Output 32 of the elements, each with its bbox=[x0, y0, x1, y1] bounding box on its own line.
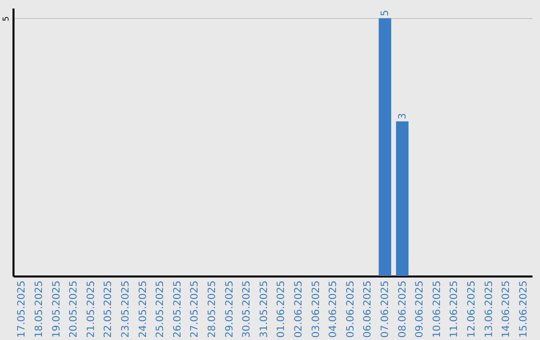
x-tick-label: 27.05.2025 bbox=[190, 280, 201, 338]
x-tick-label: 10.06.2025 bbox=[432, 280, 443, 338]
x-tick-label: 21.05.2025 bbox=[86, 280, 97, 338]
x-tick-label: 14.06.2025 bbox=[501, 280, 512, 338]
x-tick-label: 03.06.2025 bbox=[310, 280, 322, 338]
x-tick-label: 24.05.2025 bbox=[138, 280, 149, 338]
x-tick-label: 12.06.2025 bbox=[466, 280, 478, 338]
x-tick-label: 26.05.2025 bbox=[172, 280, 184, 338]
x-tick-label: 09.06.2025 bbox=[414, 280, 426, 338]
x-tick-label: 11.06.2025 bbox=[449, 280, 460, 338]
x-tick-label: 07.06.2025 bbox=[380, 280, 391, 338]
x-tick-label: 28.05.2025 bbox=[206, 280, 218, 338]
data-label: 5 bbox=[380, 10, 391, 16]
x-tick-label: 18.05.2025 bbox=[34, 280, 45, 338]
x-tick-label: 01.06.2025 bbox=[276, 280, 288, 338]
x-tick-label: 22.05.2025 bbox=[103, 280, 114, 338]
x-tick-label: 17.05.2025 bbox=[16, 280, 28, 338]
x-tick-label: 05.06.2025 bbox=[345, 280, 356, 338]
x-tick-label: 31.05.2025 bbox=[258, 280, 270, 338]
x-tick-label: 25.05.2025 bbox=[155, 280, 166, 338]
x-tick-label: 30.05.2025 bbox=[242, 280, 253, 338]
x-tick-label: 29.05.2025 bbox=[224, 280, 236, 338]
x-tick-label: 06.06.2025 bbox=[362, 280, 374, 338]
x-tick-label: 02.06.2025 bbox=[293, 280, 304, 338]
x-tick-label: 04.06.2025 bbox=[328, 280, 340, 338]
x-tick-label: 13.06.2025 bbox=[484, 280, 495, 338]
x-tick-label: 15.06.2025 bbox=[518, 280, 530, 338]
x-tick-label: 08.06.2025 bbox=[397, 280, 408, 338]
x-tick-label: 19.05.2025 bbox=[51, 280, 62, 338]
data-label: 3 bbox=[397, 113, 408, 120]
x-tick-label: 23.05.2025 bbox=[120, 280, 132, 338]
x-tick-label: 20.05.2025 bbox=[68, 280, 80, 338]
